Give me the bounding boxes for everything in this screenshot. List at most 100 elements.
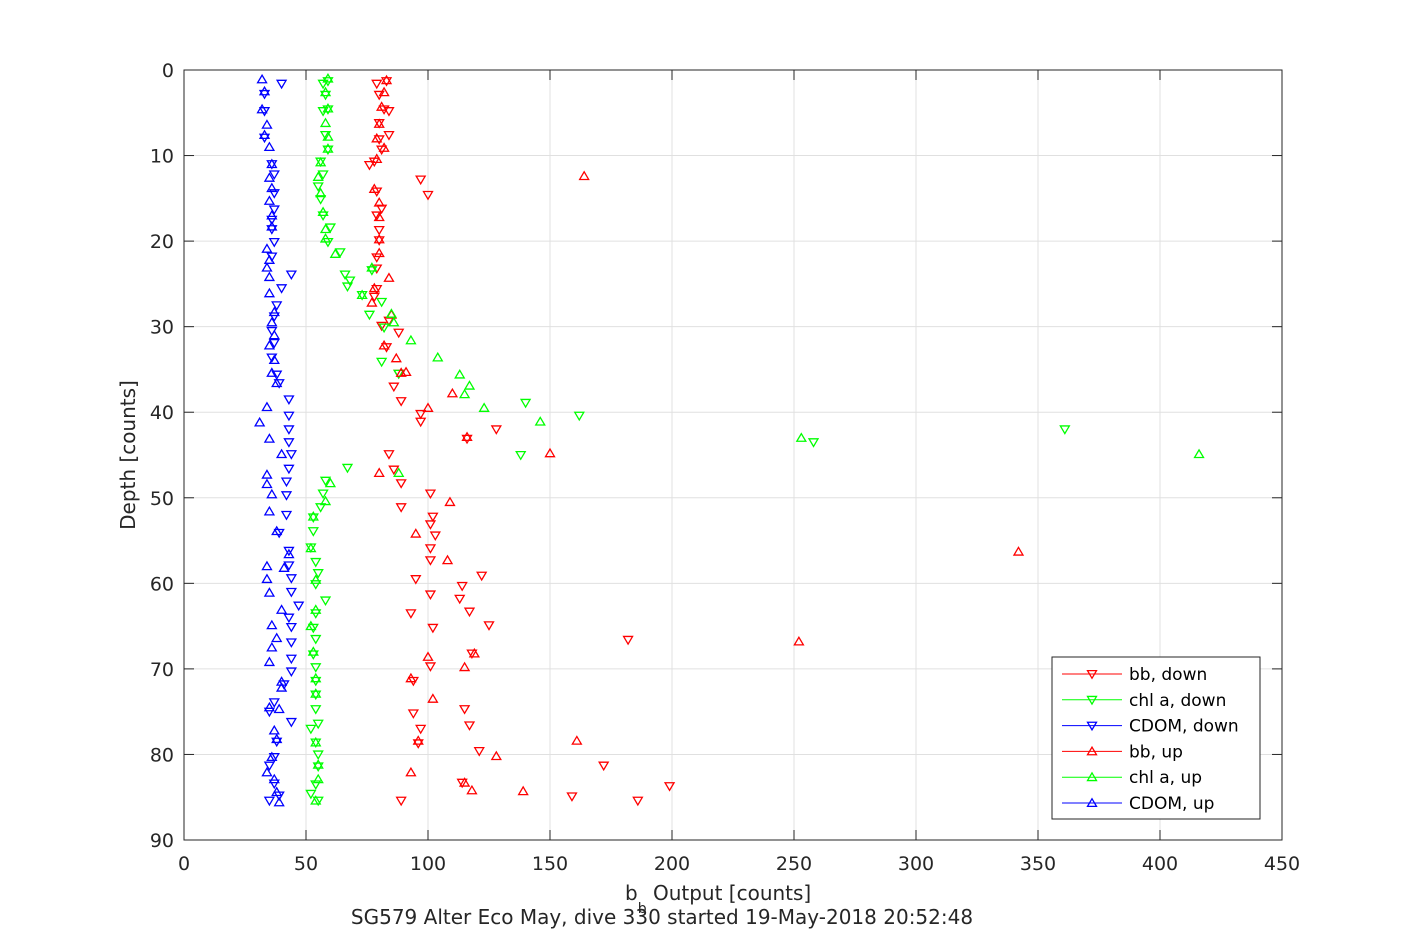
data-point (310, 690, 322, 701)
data-point (385, 308, 398, 318)
data-point (268, 329, 280, 340)
data-point (395, 503, 407, 513)
data-point (271, 786, 283, 797)
data-point (515, 450, 527, 461)
data-point (490, 425, 502, 435)
data-point (463, 380, 476, 390)
data-point (283, 546, 295, 557)
data-point (376, 321, 388, 332)
data-point (280, 491, 293, 501)
data-point (376, 204, 388, 215)
data-point (571, 735, 583, 745)
data-point (312, 796, 324, 807)
series-cdom-up (254, 73, 295, 807)
data-point (254, 416, 266, 427)
data-point (293, 601, 305, 612)
legend-label: chl a, down (1129, 691, 1226, 711)
data-point (310, 780, 322, 790)
data-point (261, 401, 273, 412)
data-point (258, 107, 271, 117)
data-point (329, 248, 341, 258)
y-axis-label: Depth [counts] (116, 380, 140, 530)
y-tick-label: 40 (150, 402, 174, 424)
data-point (271, 733, 283, 744)
data-point (307, 623, 319, 634)
x-tick-label: 250 (776, 853, 812, 875)
data-point (315, 195, 327, 205)
data-point (271, 377, 283, 388)
data-point (598, 761, 610, 772)
data-point (454, 369, 466, 379)
data-point (285, 587, 297, 598)
data-point (424, 662, 437, 672)
data-point (317, 170, 329, 180)
data-point (376, 297, 388, 308)
data-point (376, 145, 388, 156)
data-point (263, 701, 276, 712)
data-point (285, 667, 297, 678)
data-point (415, 724, 427, 735)
data-point (476, 571, 488, 582)
data-point (478, 402, 490, 412)
data-point (395, 397, 407, 407)
data-point (283, 438, 295, 448)
data-point (271, 525, 283, 536)
data-point (307, 527, 319, 537)
data-point (415, 417, 427, 428)
data-point (373, 118, 385, 128)
data-point (363, 310, 376, 321)
data-point (415, 175, 427, 186)
data-point (793, 635, 805, 646)
data-point (261, 478, 273, 489)
legend-label: CDOM, up (1129, 794, 1214, 814)
data-point (371, 153, 383, 164)
data-point (573, 411, 585, 422)
data-point (263, 271, 276, 282)
data-point (312, 719, 324, 730)
data-point (283, 425, 295, 435)
data-point (266, 316, 278, 327)
data-point (278, 562, 290, 572)
data-point (458, 705, 471, 715)
data-point (266, 221, 278, 231)
data-point (380, 343, 393, 353)
y-tick-label: 10 (150, 146, 174, 168)
data-point (490, 750, 502, 761)
data-point (427, 512, 439, 523)
data-point (271, 632, 283, 643)
data-point (422, 651, 434, 661)
data-point (378, 339, 390, 350)
data-point (544, 447, 556, 458)
data-point (378, 86, 390, 97)
legend-marker (1086, 797, 1098, 808)
data-point (324, 223, 337, 233)
data-point (312, 182, 324, 192)
data-point (285, 654, 297, 665)
data-point (307, 513, 319, 524)
data-point (424, 590, 437, 601)
data-point (312, 762, 324, 772)
data-point (273, 528, 285, 539)
data-point (263, 254, 276, 264)
data-point (415, 409, 427, 420)
legend: bb, down chl a, down CDOM, down bb, up chl a… (1051, 656, 1261, 820)
data-point (268, 312, 280, 322)
data-point (261, 262, 273, 272)
data-point (312, 171, 324, 181)
data-point (388, 382, 400, 393)
data-point (395, 479, 407, 489)
data-point (268, 338, 280, 349)
y-tick-label: 70 (150, 659, 174, 681)
data-point (310, 705, 322, 715)
data-point (319, 117, 332, 128)
legend-label: chl a, up (1129, 768, 1202, 788)
legend-item: bb, up (1062, 742, 1183, 762)
series-bb-up (366, 74, 1025, 796)
data-point (263, 172, 276, 182)
chart-title: SG579 Alter Eco May, dive 330 started 19… (351, 905, 973, 929)
data-point (366, 297, 378, 307)
data-point (371, 211, 383, 222)
y-tick-label: 0 (162, 60, 174, 82)
data-point (368, 282, 380, 293)
data-point (393, 467, 405, 477)
